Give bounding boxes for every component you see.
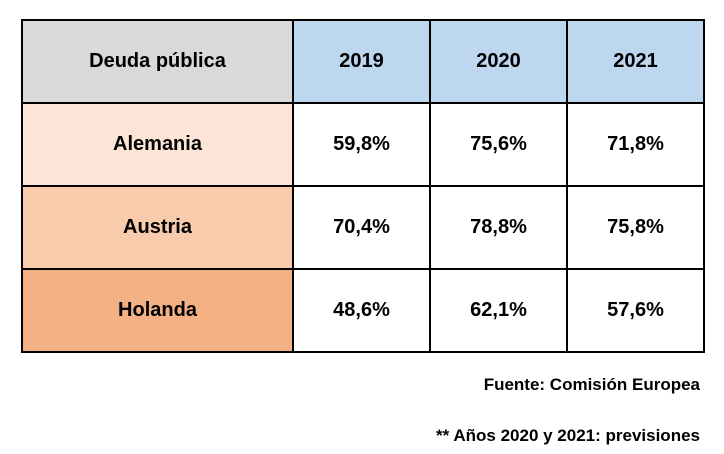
header-row: Deuda pública 2019 2020 2021: [21, 19, 705, 104]
row-label: Austria: [21, 185, 294, 270]
row: Alemania 59,8% 75,6% 71,8%: [21, 102, 705, 187]
cell: 75,8%: [566, 185, 705, 270]
cell: 78,8%: [429, 185, 568, 270]
cell: 70,4%: [292, 185, 431, 270]
cell: 62,1%: [429, 268, 568, 353]
debt-table: Deuda pública 2019 2020 2021 Alemania 59…: [21, 19, 705, 353]
header-cell: 2019: [292, 19, 431, 104]
cell: 75,6%: [429, 102, 568, 187]
cell: 59,8%: [292, 102, 431, 187]
row-label: Alemania: [21, 102, 294, 187]
source-note: Fuente: Comisión Europea: [483, 375, 700, 394]
row: Austria 70,4% 78,8% 75,8%: [21, 185, 705, 270]
cell: 48,6%: [292, 268, 431, 353]
row-label: Holanda: [21, 268, 294, 353]
header-cell: Deuda pública: [21, 19, 294, 104]
header-cell: 2021: [566, 19, 705, 104]
cell: 71,8%: [566, 102, 705, 187]
cell: 57,6%: [566, 268, 705, 353]
forecast-note: ** Años 2020 y 2021: previsiones: [436, 426, 700, 445]
header-cell: 2020: [429, 19, 568, 104]
row: Holanda 48,6% 62,1% 57,6%: [21, 268, 705, 353]
